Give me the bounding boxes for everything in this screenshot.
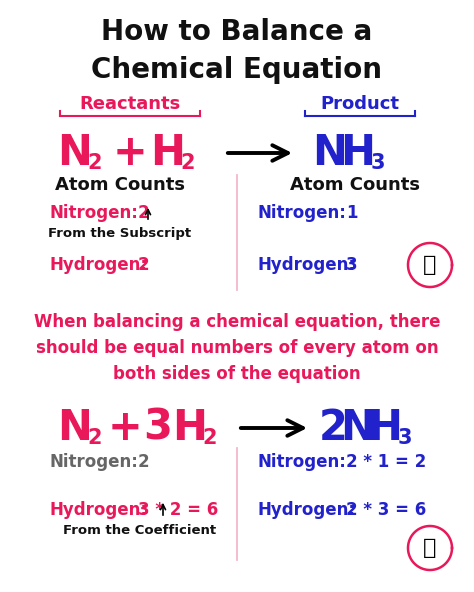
Text: Nitrogen:: Nitrogen: — [258, 204, 347, 222]
Text: Hydrogen:: Hydrogen: — [50, 501, 148, 519]
Text: 2: 2 — [203, 428, 217, 448]
Text: Product: Product — [320, 95, 400, 113]
Text: 2: 2 — [138, 256, 150, 274]
Text: 3: 3 — [371, 153, 385, 173]
Text: 1: 1 — [346, 204, 357, 222]
Text: 2: 2 — [181, 153, 195, 173]
Text: 2: 2 — [319, 407, 347, 449]
Text: 3: 3 — [398, 428, 412, 448]
Text: 2: 2 — [138, 453, 150, 471]
Text: Nitrogen:: Nitrogen: — [50, 204, 139, 222]
Text: From the Coefficient: From the Coefficient — [64, 523, 217, 536]
Text: H: H — [173, 407, 208, 449]
Text: Atom Counts: Atom Counts — [290, 176, 420, 194]
Text: 2: 2 — [88, 428, 102, 448]
Text: +: + — [108, 407, 142, 449]
Text: N: N — [312, 132, 347, 174]
Text: From the Subscript: From the Subscript — [48, 227, 191, 240]
Text: 2: 2 — [138, 204, 150, 222]
Text: When balancing a chemical equation, there
should be equal numbers of every atom : When balancing a chemical equation, ther… — [34, 313, 440, 384]
Text: N: N — [57, 132, 92, 174]
Text: How to Balance a: How to Balance a — [101, 18, 373, 46]
Text: 👎: 👎 — [423, 255, 437, 275]
Text: +: + — [113, 132, 147, 174]
Text: 3 * 2 = 6: 3 * 2 = 6 — [138, 501, 218, 519]
Text: 👍: 👍 — [423, 538, 437, 558]
Text: H: H — [340, 132, 375, 174]
Text: Atom Counts: Atom Counts — [55, 176, 185, 194]
Text: Hydrogen:: Hydrogen: — [50, 256, 148, 274]
Text: Hydrogen:: Hydrogen: — [258, 501, 356, 519]
Text: 2 * 3 = 6: 2 * 3 = 6 — [346, 501, 426, 519]
Text: H: H — [151, 132, 185, 174]
Text: Nitrogen:: Nitrogen: — [258, 453, 347, 471]
Text: 2 * 1 = 2: 2 * 1 = 2 — [346, 453, 426, 471]
Text: Reactants: Reactants — [79, 95, 181, 113]
Text: 3: 3 — [144, 407, 173, 449]
Text: N: N — [340, 407, 375, 449]
Text: H: H — [367, 407, 402, 449]
Text: Nitrogen:: Nitrogen: — [50, 453, 139, 471]
Text: 2: 2 — [88, 153, 102, 173]
Text: Chemical Equation: Chemical Equation — [91, 56, 383, 84]
Text: N: N — [57, 407, 92, 449]
Text: Hydrogen:: Hydrogen: — [258, 256, 356, 274]
Text: 3: 3 — [346, 256, 357, 274]
